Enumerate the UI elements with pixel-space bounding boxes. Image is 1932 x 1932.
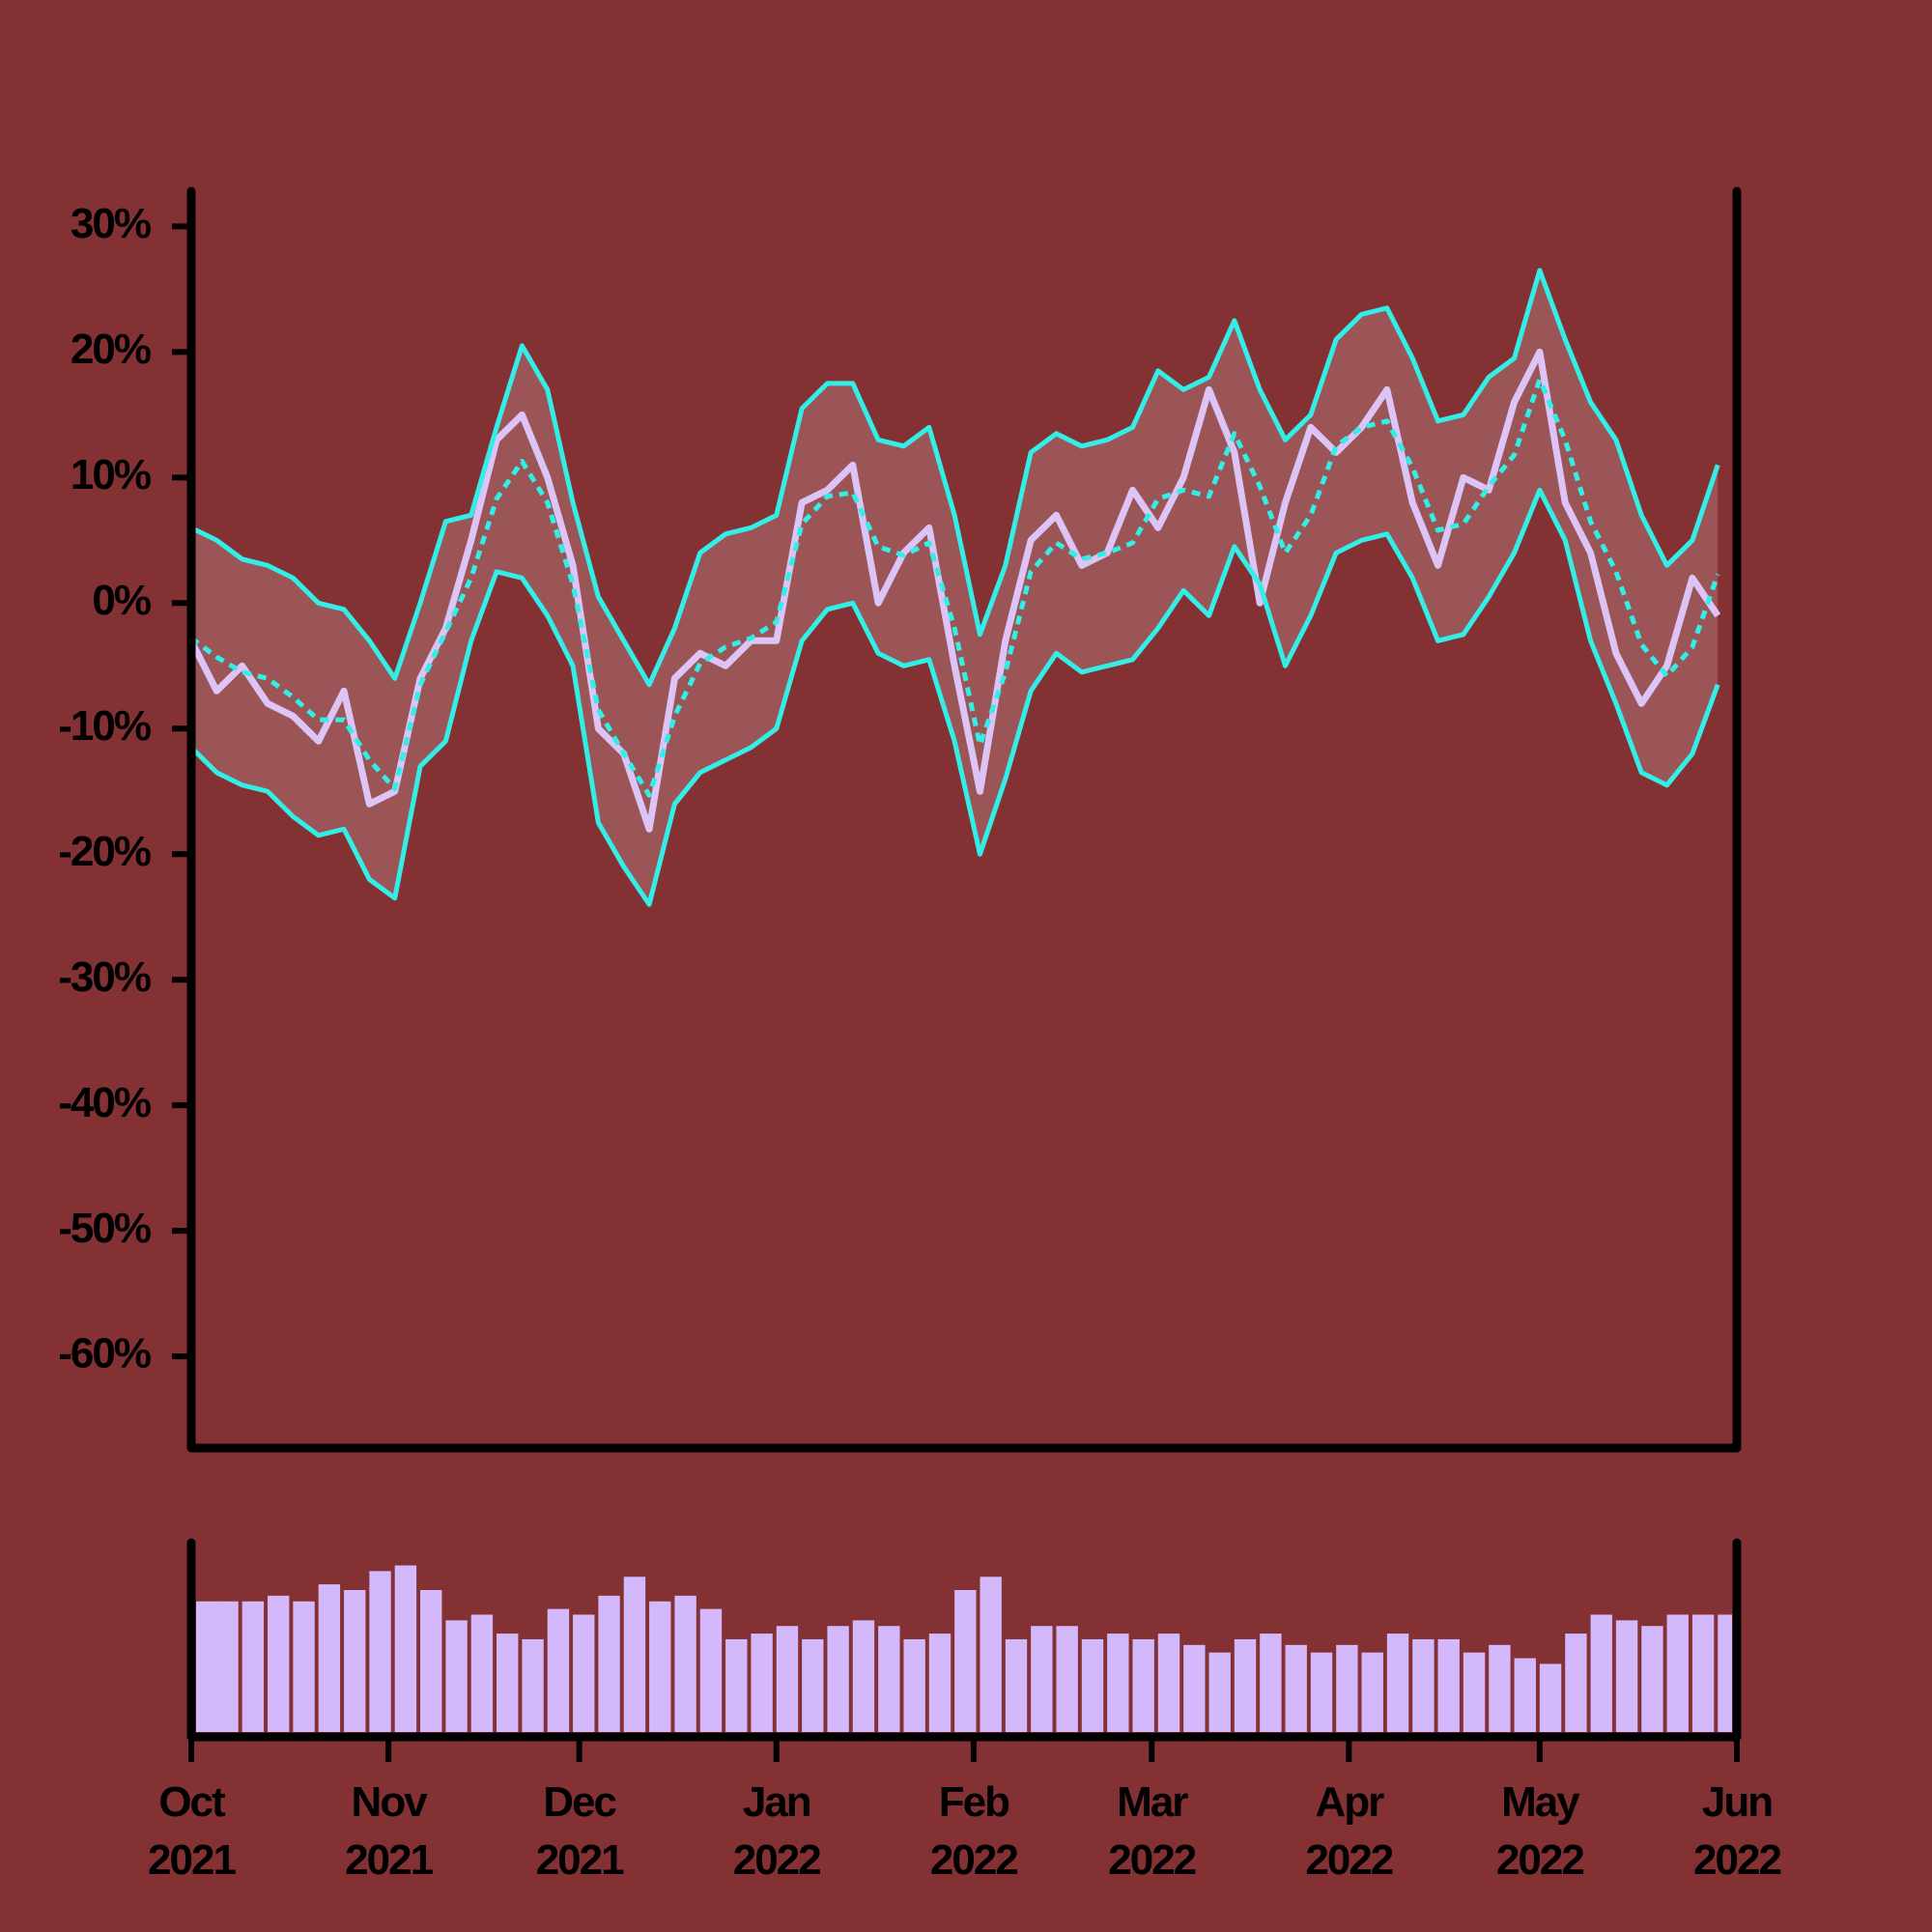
y-tick-label: -50%: [58, 1205, 151, 1252]
volume-bar: [369, 1571, 391, 1732]
volume-bar: [497, 1634, 519, 1732]
volume-bar: [598, 1595, 620, 1732]
x-tick-label: Feb 2022: [929, 1778, 1019, 1884]
volume-bar: [1412, 1638, 1435, 1732]
band-line: [189, 487, 1720, 907]
volume-bar: [196, 1601, 218, 1732]
volume-bar: [1183, 1644, 1206, 1732]
volume-bar: [852, 1620, 875, 1732]
volume-bar: [1081, 1638, 1104, 1732]
volume-bar: [1463, 1652, 1486, 1732]
volume-bar: [1666, 1614, 1689, 1732]
volume-bar: [1539, 1663, 1562, 1732]
x-tick-label: Apr 2022: [1305, 1778, 1394, 1884]
volume-bar: [903, 1638, 925, 1732]
volume-bar: [878, 1626, 900, 1732]
y-tick-label: -60%: [58, 1330, 151, 1378]
volume-bar: [649, 1601, 671, 1732]
volume-bar: [394, 1565, 417, 1732]
volume-bar: [699, 1608, 723, 1732]
x-tick-label: May 2022: [1495, 1778, 1585, 1884]
volume-bar: [1565, 1634, 1587, 1732]
volume-bar: [980, 1577, 1002, 1732]
volume-bar: [470, 1614, 494, 1732]
volume-bar: [445, 1620, 468, 1732]
volume-bar: [827, 1626, 849, 1732]
volume-bar: [1132, 1638, 1154, 1732]
volume-bar: [344, 1590, 366, 1732]
y-tick-label: 20%: [71, 326, 151, 373]
volume-bar: [1386, 1634, 1409, 1732]
volume-bar: [1310, 1652, 1333, 1732]
x-tick-label: Jun 2022: [1693, 1778, 1782, 1884]
band-fill: [191, 270, 1719, 905]
axis-frame: [186, 186, 1742, 1453]
axis-frame: [186, 1538, 1742, 1742]
band-line: [189, 268, 1720, 688]
volume-bar: [1489, 1644, 1511, 1732]
y-tick-label: 30%: [71, 200, 151, 247]
y-tick-label: -20%: [58, 828, 151, 875]
volume-bar: [1361, 1652, 1383, 1732]
volume-bar: [420, 1590, 442, 1732]
volume-bar: [573, 1614, 595, 1732]
volume-bar: [1615, 1620, 1638, 1732]
volume-bar: [242, 1601, 265, 1732]
volume-bar: [725, 1638, 748, 1732]
volume-bar: [928, 1634, 952, 1732]
x-tick-label: Mar 2022: [1108, 1778, 1197, 1884]
volume-bar: [1107, 1634, 1129, 1732]
y-tick-label: -40%: [58, 1079, 151, 1126]
volume-bar: [1285, 1644, 1307, 1732]
volume-bar: [802, 1638, 824, 1732]
volume-bar: [1157, 1634, 1180, 1732]
volume-bar: [776, 1626, 799, 1732]
volume-bar: [1437, 1638, 1460, 1732]
x-tick-label: Dec 2021: [535, 1778, 625, 1884]
volume-bar: [1005, 1638, 1028, 1732]
band-line: [189, 377, 1720, 798]
volume-bar: [674, 1595, 696, 1732]
y-tick-label: 10%: [71, 451, 151, 498]
volume-bar: [216, 1601, 239, 1732]
volume-bar: [1514, 1658, 1536, 1732]
y-tick-label: -10%: [58, 702, 151, 750]
volume-bar: [268, 1595, 290, 1732]
volume-bar: [1336, 1644, 1358, 1732]
volume-bar: [1056, 1626, 1078, 1732]
x-tick-label: Oct 2021: [148, 1778, 237, 1884]
y-tick-label: 0%: [92, 577, 150, 624]
volume-bar: [954, 1590, 977, 1732]
volume-bar: [623, 1577, 646, 1732]
volume-bar: [1641, 1626, 1663, 1732]
volume-bar: [547, 1608, 570, 1732]
volume-bar: [1718, 1614, 1732, 1732]
volume-bar: [318, 1584, 341, 1732]
x-tick-label: Nov 2021: [345, 1778, 434, 1884]
volume-bar: [1031, 1626, 1053, 1732]
volume-bar: [522, 1638, 544, 1732]
y-tick-label: -30%: [58, 953, 151, 1001]
volume-bar: [1234, 1638, 1257, 1732]
volume-bar: [1260, 1634, 1282, 1732]
volume-bar: [1691, 1614, 1715, 1732]
volume-bar: [751, 1634, 773, 1732]
volume-bar: [293, 1601, 315, 1732]
x-tick-label: Jan 2022: [732, 1778, 822, 1884]
volume-bar: [1590, 1614, 1612, 1732]
volume-bar: [1208, 1652, 1231, 1732]
